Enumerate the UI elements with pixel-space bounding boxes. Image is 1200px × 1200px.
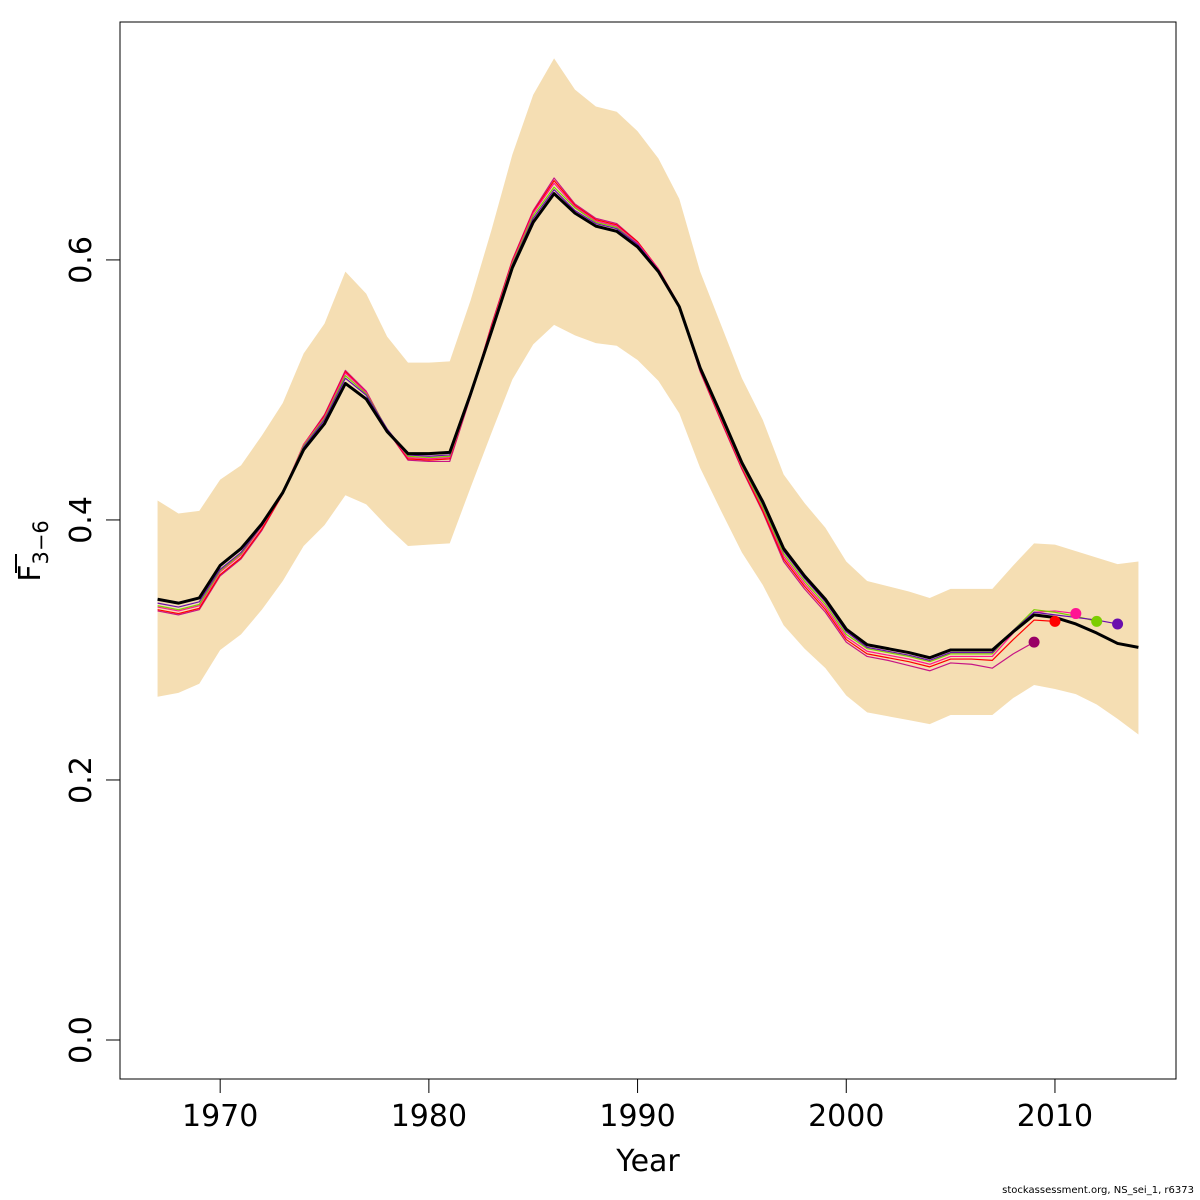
series-line-retro-2013 [157,189,1118,661]
x-tick-label: 2010 [1017,1099,1093,1134]
endpoint-markers [1028,608,1124,648]
point-end-2011 [1070,608,1082,620]
y-axis-title: F3−6 [13,520,53,582]
x-tick-label: 1980 [391,1099,467,1134]
point-end-2012 [1091,615,1103,627]
confidence-band-area [157,58,1139,735]
y-tick-label: 0.4 [64,496,99,544]
confidence-band [157,58,1139,735]
x-tick-label: 1970 [182,1099,258,1134]
series-lines [157,177,1139,672]
y-tick-label: 0.2 [64,756,99,804]
series-line-estimate [157,192,1139,660]
y-axis-title-main: F [13,565,48,582]
y-axis-title-sub: 3−6 [29,520,53,564]
x-tick-label: 1990 [599,1099,675,1134]
point-end-2013 [1112,618,1124,630]
x-axis: 1970 1980 1990 2000 2010 [182,1078,1093,1134]
y-tick-label: 0.0 [64,1016,99,1064]
y-axis: 0.0 0.2 0.4 0.6 [64,236,121,1064]
point-end-2010 [1049,615,1061,627]
x-tick-label: 2000 [808,1099,884,1134]
x-axis-title: Year [615,1144,680,1179]
series-line-retro-2011 [157,182,1076,665]
footer-credit: stockassessment.org, NS_sei_1, r6373 [1002,1185,1194,1196]
point-end-2009 [1028,636,1040,648]
svg-text:F3−6: F3−6 [13,520,53,582]
y-tick-label: 0.6 [64,236,99,284]
